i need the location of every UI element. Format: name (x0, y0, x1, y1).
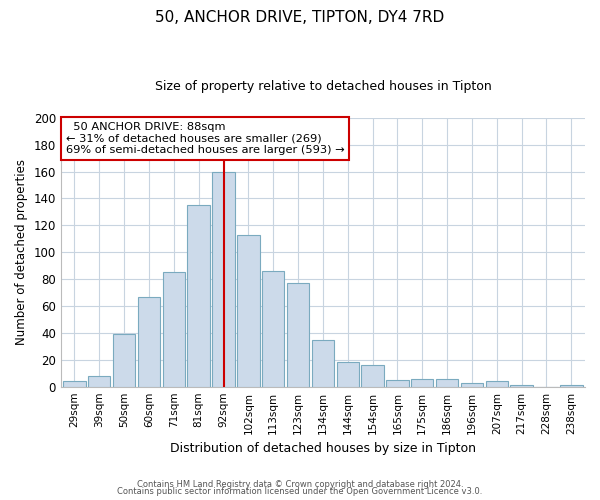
Bar (187, 205, 210, 386)
Text: 50 ANCHOR DRIVE: 88sqm
← 31% of detached houses are smaller (269)
69% of semi-de: 50 ANCHOR DRIVE: 88sqm ← 31% of detached… (66, 122, 344, 155)
Bar (262, 271, 284, 386)
Bar (212, 172, 235, 386)
Bar (312, 340, 334, 386)
Text: Contains HM Land Registry data © Crown copyright and database right 2024.: Contains HM Land Registry data © Crown c… (137, 480, 463, 489)
Bar (337, 362, 359, 386)
Bar (237, 235, 260, 386)
Bar (88, 376, 110, 386)
Text: Contains public sector information licensed under the Open Government Licence v3: Contains public sector information licen… (118, 487, 482, 496)
Bar (485, 382, 508, 386)
Bar (113, 334, 136, 386)
Title: Size of property relative to detached houses in Tipton: Size of property relative to detached ho… (155, 80, 491, 93)
Bar (361, 365, 384, 386)
Bar (63, 382, 86, 386)
Bar (287, 283, 309, 387)
Text: 50, ANCHOR DRIVE, TIPTON, DY4 7RD: 50, ANCHOR DRIVE, TIPTON, DY4 7RD (155, 10, 445, 25)
Bar (411, 378, 433, 386)
Bar (138, 296, 160, 386)
Bar (461, 382, 483, 386)
Y-axis label: Number of detached properties: Number of detached properties (15, 159, 28, 345)
Bar (436, 378, 458, 386)
Bar (163, 272, 185, 386)
X-axis label: Distribution of detached houses by size in Tipton: Distribution of detached houses by size … (170, 442, 476, 455)
Bar (386, 380, 409, 386)
